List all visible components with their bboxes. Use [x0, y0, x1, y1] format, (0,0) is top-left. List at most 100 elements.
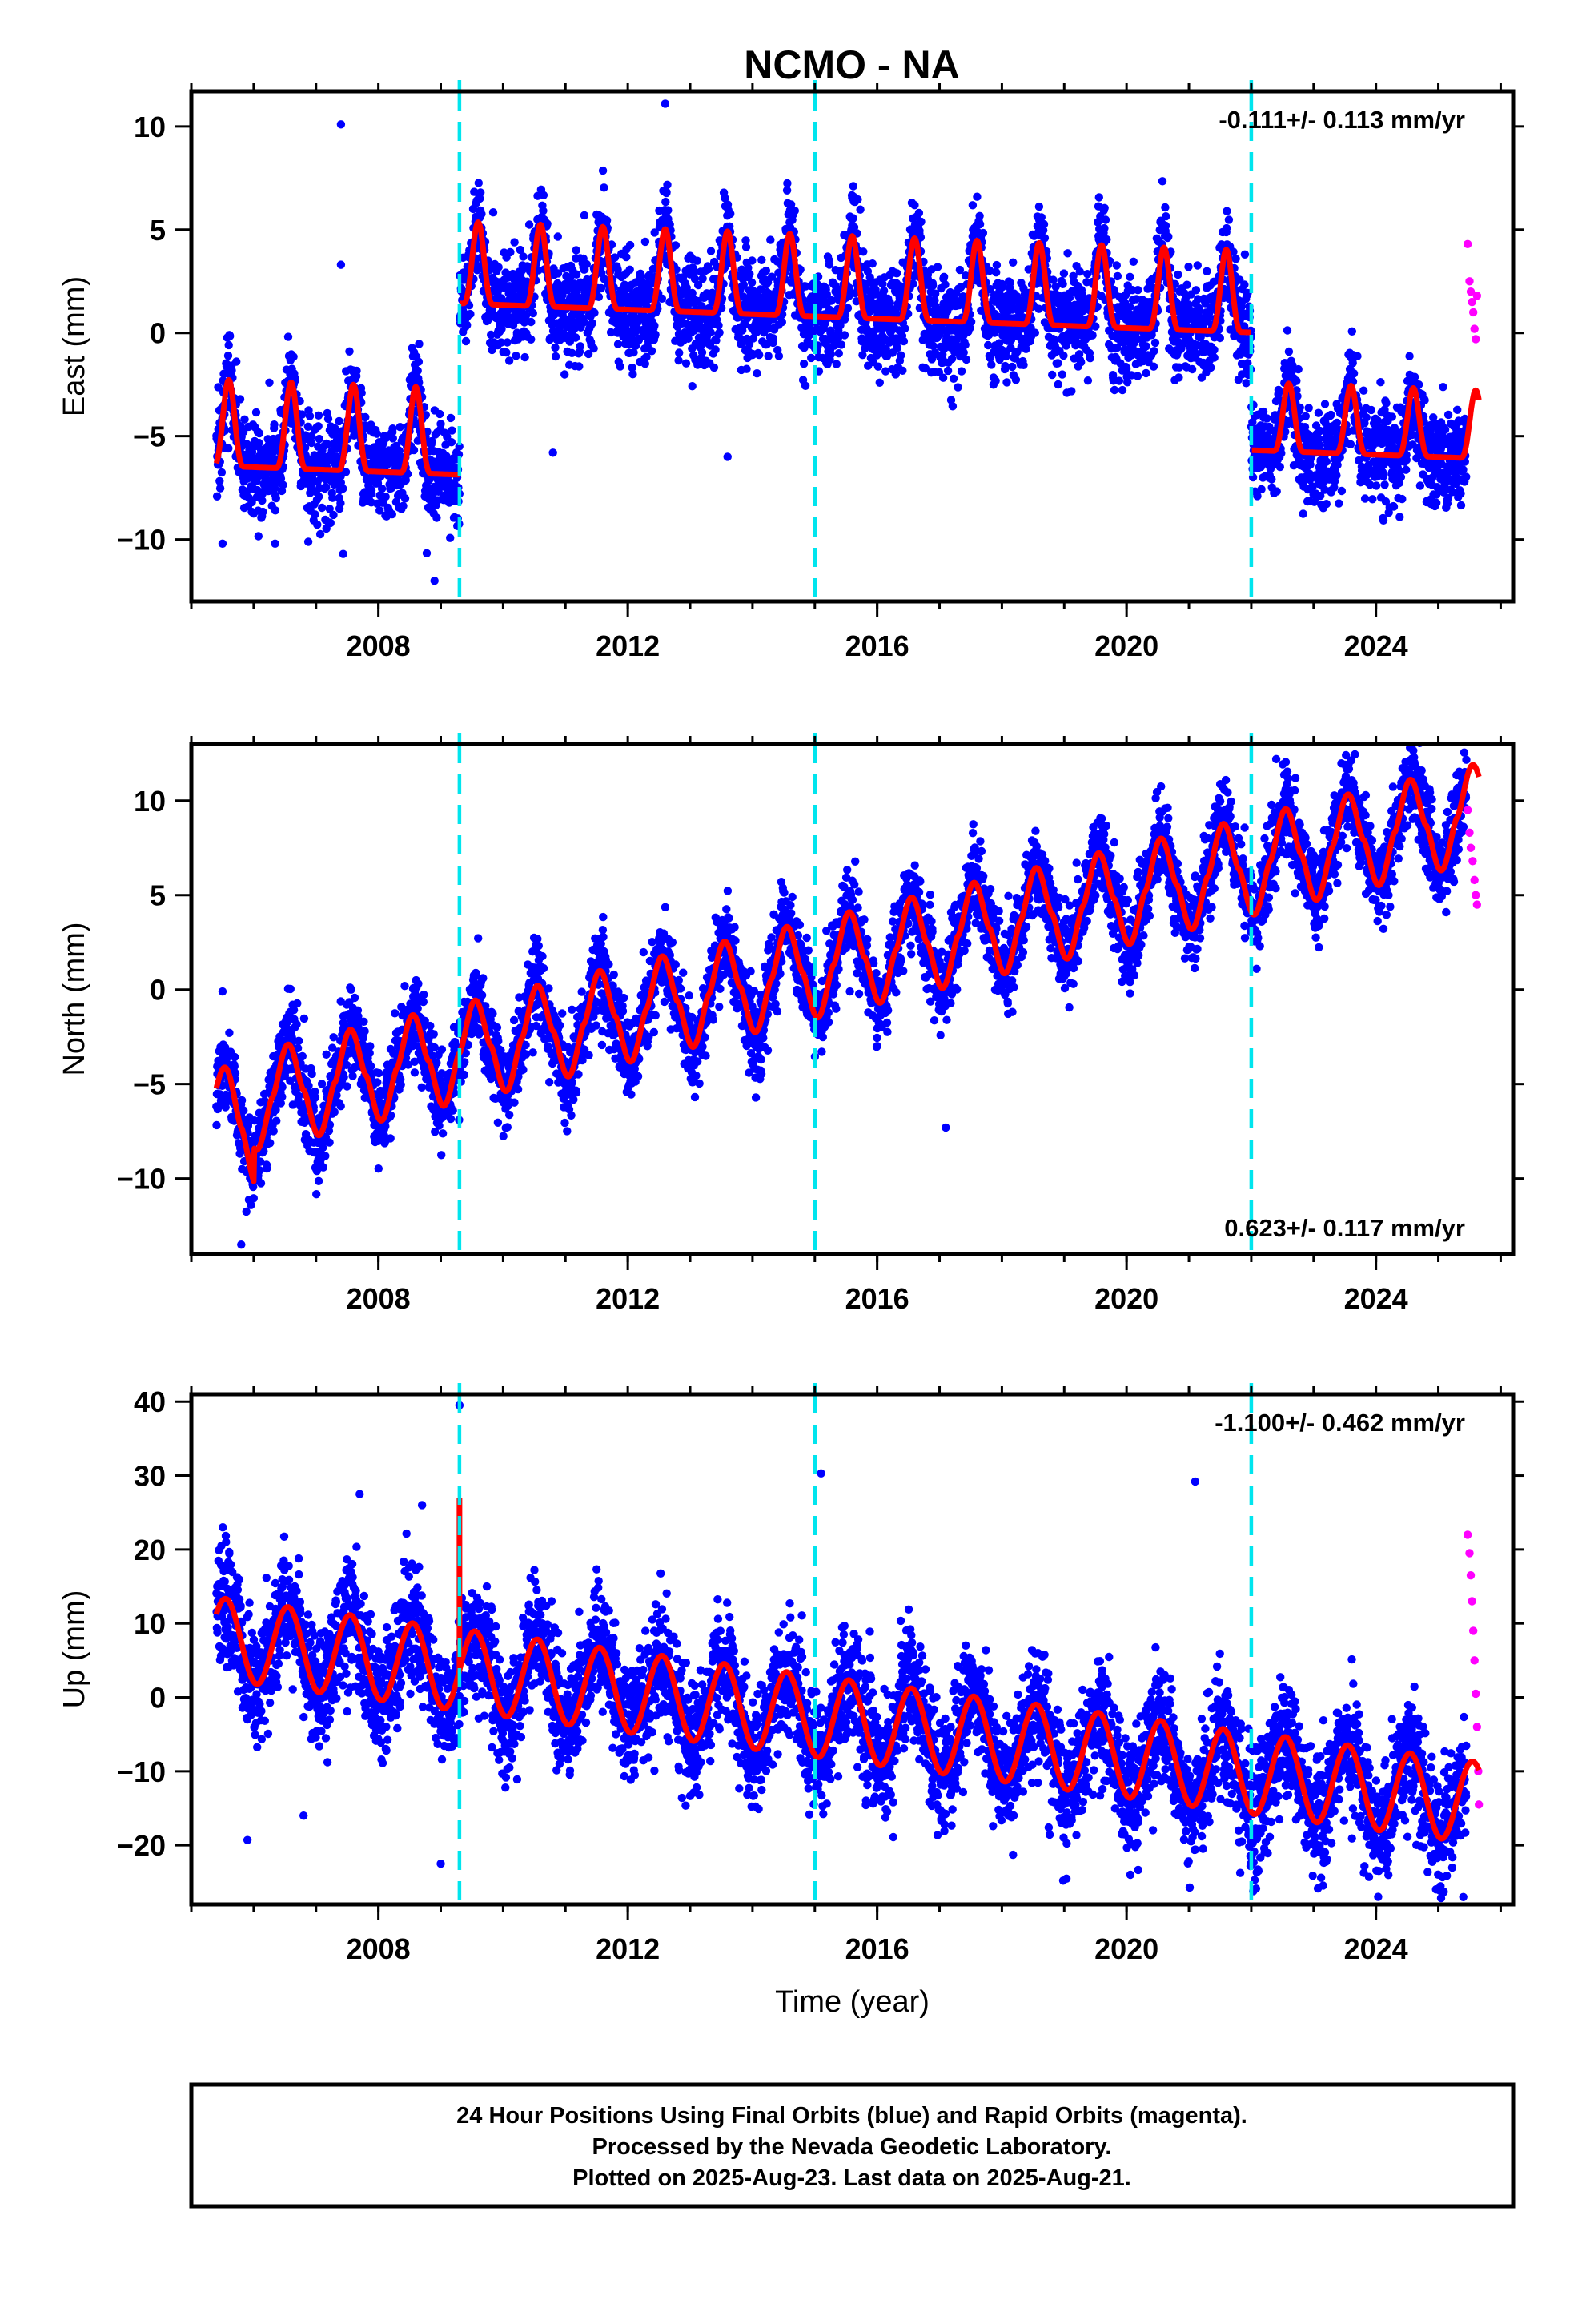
- final-point: [690, 267, 699, 276]
- final-point: [657, 294, 666, 303]
- final-point: [878, 279, 887, 288]
- final-point: [1332, 471, 1341, 480]
- final-point: [1101, 215, 1110, 224]
- final-point: [1272, 487, 1281, 496]
- final-point: [428, 436, 436, 446]
- final-point: [790, 207, 799, 215]
- final-point: [323, 414, 333, 424]
- final-point: [1327, 410, 1335, 420]
- final-point: [298, 410, 307, 419]
- final-point: [629, 348, 638, 357]
- final-point: [279, 480, 287, 489]
- final-point: [1203, 267, 1211, 275]
- final-point: [1059, 351, 1068, 360]
- final-point: [377, 485, 387, 493]
- final-point: [584, 349, 593, 359]
- final-point: [893, 344, 902, 352]
- final-point: [315, 529, 325, 539]
- final-point: [232, 357, 241, 366]
- final-point: [217, 468, 227, 477]
- final-point: [516, 245, 524, 255]
- final-point: [954, 383, 962, 392]
- final-point: [801, 381, 810, 390]
- final-point: [539, 191, 548, 199]
- final-point: [255, 428, 264, 438]
- final-point: [588, 319, 596, 328]
- final-point: [893, 269, 901, 278]
- final-point: [1231, 255, 1240, 263]
- final-point: [247, 497, 256, 507]
- final-point: [1058, 370, 1067, 379]
- final-point: [1040, 234, 1050, 243]
- final-point: [461, 336, 471, 346]
- final-point: [1215, 333, 1225, 343]
- final-point: [998, 283, 1007, 292]
- final-point: [955, 265, 965, 275]
- final-point: [409, 445, 419, 455]
- final-point: [726, 209, 735, 219]
- final-point: [596, 283, 606, 293]
- final-point: [858, 351, 867, 360]
- final-point: [1129, 257, 1138, 266]
- plot-area: [212, 99, 1482, 585]
- final-point: [325, 505, 334, 513]
- final-point: [650, 228, 659, 237]
- final-point: [786, 200, 796, 209]
- final-point: [1368, 495, 1377, 504]
- final-point: [1058, 279, 1067, 288]
- final-point: [1001, 361, 1010, 371]
- final-point: [271, 539, 279, 548]
- final-point: [1275, 462, 1285, 472]
- final-point: [640, 360, 649, 368]
- final-point: [448, 426, 456, 435]
- final-point: [1347, 327, 1357, 336]
- final-point: [834, 349, 844, 358]
- final-point: [825, 260, 834, 269]
- final-point: [622, 252, 631, 262]
- final-point: [1353, 352, 1362, 360]
- final-point: [477, 210, 486, 219]
- final-point: [463, 320, 472, 330]
- final-point: [879, 286, 889, 296]
- final-point: [978, 228, 988, 238]
- final-point: [315, 434, 323, 444]
- final-point: [476, 188, 485, 197]
- final-point: [1267, 475, 1276, 484]
- final-point: [527, 335, 536, 344]
- final-point: [496, 338, 506, 347]
- final-point: [580, 317, 588, 326]
- final-point: [1376, 378, 1385, 387]
- final-point: [881, 344, 890, 353]
- final-point: [636, 269, 645, 278]
- final-point: [1102, 235, 1111, 244]
- final-point: [647, 347, 656, 356]
- final-point: [664, 206, 673, 215]
- final-point: [527, 317, 536, 327]
- final-point: [1187, 364, 1197, 374]
- final-point: [742, 364, 751, 373]
- final-point: [769, 334, 777, 343]
- final-point: [822, 290, 832, 299]
- final-point: [832, 360, 841, 368]
- final-point: [747, 278, 757, 287]
- final-point: [1049, 275, 1058, 284]
- final-point: [254, 532, 263, 541]
- final-point: [270, 420, 279, 429]
- final-point: [994, 339, 1004, 348]
- final-point: [1240, 280, 1249, 289]
- final-point: [745, 269, 754, 279]
- final-point: [1405, 352, 1414, 360]
- final-point: [313, 520, 322, 529]
- final-point: [345, 347, 354, 356]
- final-point: [774, 352, 784, 360]
- final-point: [539, 207, 548, 215]
- final-point: [973, 192, 982, 201]
- final-point: [1158, 177, 1167, 186]
- final-point: [1059, 269, 1069, 278]
- final-point: [986, 266, 994, 275]
- final-point: [606, 328, 616, 337]
- final-point: [602, 216, 612, 225]
- final-point: [255, 438, 263, 448]
- final-point: [520, 352, 529, 362]
- final-point: [1398, 494, 1407, 504]
